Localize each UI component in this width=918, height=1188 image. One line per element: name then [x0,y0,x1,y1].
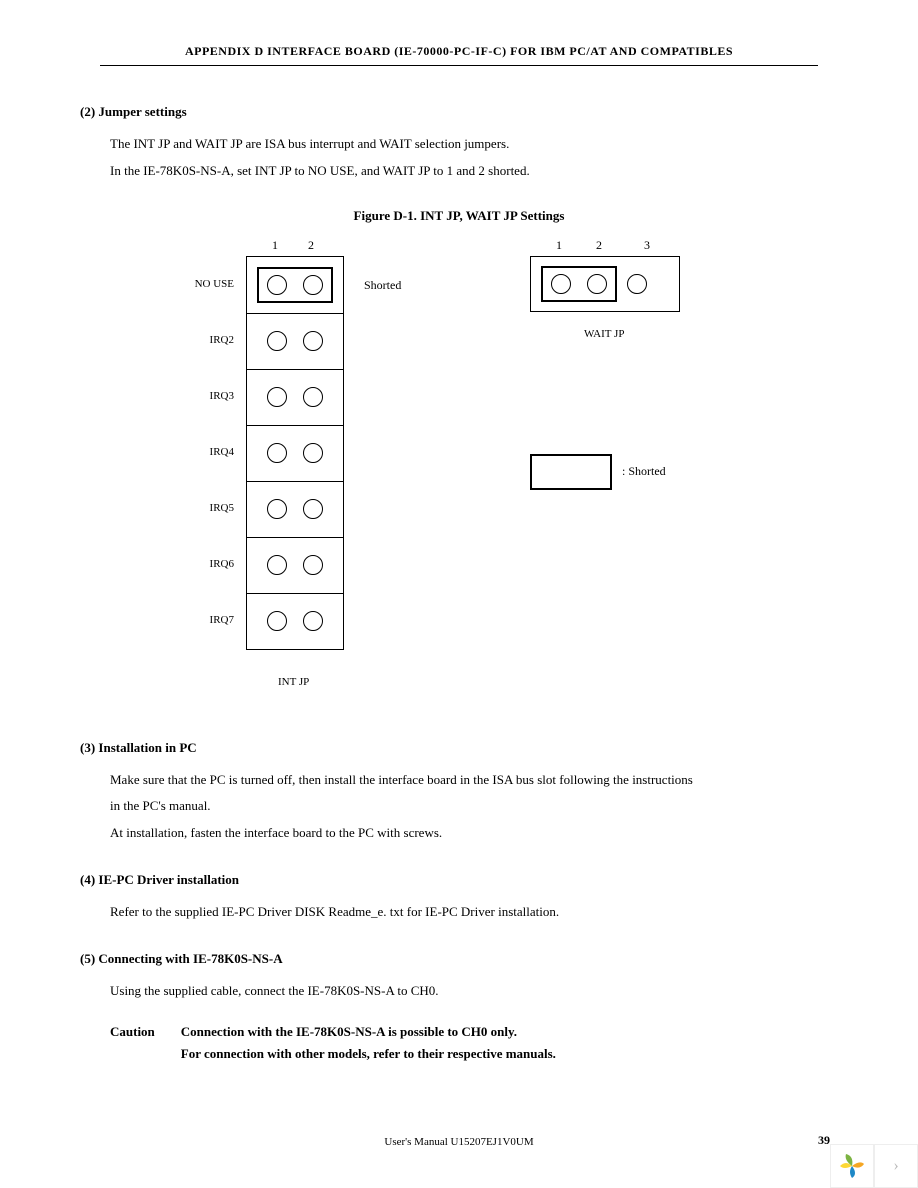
intjp-row-nouse [247,257,343,313]
intjp-row-irq4 [247,425,343,481]
jumper-pin [267,275,287,295]
section-5: (5) Connecting with IE-78K0S-NS-A Using … [80,951,838,1002]
intjp-diagram: 1 2 [246,256,344,650]
jumper-pin [303,331,323,351]
jumper-pin [551,274,571,294]
jumper-pin [267,555,287,575]
section-4-heading: (4) IE-PC Driver installation [80,872,838,888]
intjp-col-2: 2 [308,238,314,253]
section-4-line-1: Refer to the supplied IE-PC Driver DISK … [110,902,838,923]
section-3-line-1: Make sure that the PC is turned off, the… [110,770,838,791]
section-2-line-2: In the IE-78K0S-NS-A, set INT JP to NO U… [110,161,838,182]
jumper-pin [267,443,287,463]
intjp-table [246,256,344,650]
waitjp-col-3: 3 [644,238,650,253]
caution-line-2: For connection with other models, refer … [181,1046,556,1062]
petal-logo-icon [838,1152,866,1180]
jumper-pin [267,499,287,519]
intjp-col-1: 1 [272,238,278,253]
section-2: (2) Jumper settings The INT JP and WAIT … [80,104,838,182]
caution-label: Caution [110,1024,155,1062]
intjp-label-irq6: IRQ6 [174,558,234,570]
logo-icon[interactable] [830,1144,874,1188]
intjp-row-irq3 [247,369,343,425]
figure-caption: Figure D-1. INT JP, WAIT JP Settings [80,208,838,224]
jumper-pin [587,274,607,294]
intjp-row-irq6 [247,537,343,593]
section-5-heading: (5) Connecting with IE-78K0S-NS-A [80,951,838,967]
legend-label: : Shorted [622,464,666,479]
intjp-label-nouse: NO USE [174,278,234,290]
corner-widget: › [830,1144,918,1188]
jumper-pin [267,331,287,351]
section-3-line-3: At installation, fasten the interface bo… [110,823,838,844]
page-number: 39 [818,1133,830,1148]
jumper-pin [303,499,323,519]
intjp-row-irq7 [247,593,343,649]
waitjp-col-1: 1 [556,238,562,253]
jumper-pin [267,611,287,631]
section-3-line-2: in the PC's manual. [110,796,838,817]
section-2-heading: (2) Jumper settings [80,104,838,120]
section-3: (3) Installation in PC Make sure that th… [80,740,838,844]
intjp-caption: INT JP [278,676,309,688]
section-2-line-1: The INT JP and WAIT JP are ISA bus inter… [110,134,838,155]
chevron-right-icon: › [893,1157,898,1175]
caution-block: Caution Connection with the IE-78K0S-NS-… [80,1024,838,1062]
waitjp-col-2: 2 [596,238,602,253]
intjp-label-irq2: IRQ2 [174,334,234,346]
intjp-label-irq5: IRQ5 [174,502,234,514]
waitjp-diagram: 1 2 3 WAIT JP [530,256,680,312]
jumper-pin [303,443,323,463]
intjp-label-irq3: IRQ3 [174,390,234,402]
section-4: (4) IE-PC Driver installation Refer to t… [80,872,838,923]
legend: : Shorted [530,454,666,490]
caution-line-1: Connection with the IE-78K0S-NS-A is pos… [181,1024,556,1040]
figure-diagram: 1 2 [80,232,838,712]
jumper-pin [267,387,287,407]
waitjp-caption: WAIT JP [584,328,624,340]
intjp-label-irq7: IRQ7 [174,614,234,626]
jumper-pin [303,387,323,407]
waitjp-box [530,256,680,312]
jumper-pin [303,611,323,631]
footer-text: User's Manual U15207EJ1V0UM [0,1136,918,1148]
page-header: APPENDIX D INTERFACE BOARD (IE-70000-PC-… [100,44,818,66]
section-5-line-1: Using the supplied cable, connect the IE… [110,981,838,1002]
section-3-heading: (3) Installation in PC [80,740,838,756]
jumper-pin [303,555,323,575]
intjp-shorted-box [257,267,333,303]
legend-box [530,454,612,490]
intjp-row-irq2 [247,313,343,369]
intjp-label-irq4: IRQ4 [174,446,234,458]
jumper-pin [627,274,647,294]
intjp-shorted-label: Shorted [364,278,401,293]
jumper-pin [303,275,323,295]
next-page-button[interactable]: › [874,1144,918,1188]
intjp-row-irq5 [247,481,343,537]
waitjp-shorted-box [541,266,617,302]
